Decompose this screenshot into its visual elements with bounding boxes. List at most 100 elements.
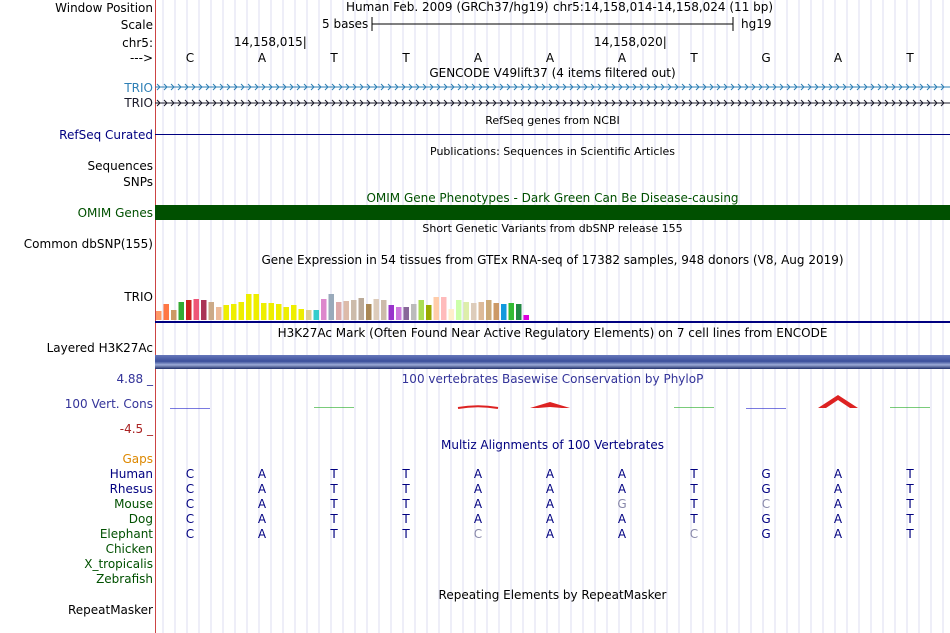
multiz-title[interactable]: Multiz Alignments of 100 Vertebrates bbox=[440, 438, 665, 452]
strand-chevron bbox=[541, 99, 546, 107]
strand-chevron bbox=[212, 83, 217, 91]
gencode-item-1-label[interactable]: TRIO bbox=[124, 81, 153, 95]
scale-text: 5 bases bbox=[322, 17, 369, 31]
strand-chevron bbox=[849, 99, 854, 107]
strand-chevron bbox=[674, 83, 679, 91]
strand-chevron bbox=[324, 99, 329, 107]
strand-chevron bbox=[751, 99, 756, 107]
refseq-label[interactable]: RefSeq Curated bbox=[59, 128, 153, 142]
omim-title[interactable]: OMIM Gene Phenotypes - Dark Green Can Be… bbox=[366, 191, 739, 205]
dbsnp-title[interactable]: Short Genetic Variants from dbSNP releas… bbox=[422, 222, 683, 235]
species-label[interactable]: Chicken bbox=[105, 542, 153, 556]
alignment-base: A bbox=[473, 467, 483, 481]
gencode-item-2-label[interactable]: TRIO bbox=[124, 96, 153, 110]
position-readout[interactable]: chr5:14,158,014-14,158,024 (11 bp) bbox=[553, 0, 774, 14]
species-label[interactable]: Zebrafish bbox=[96, 572, 153, 586]
strand-chevron bbox=[219, 99, 224, 107]
strand-chevron bbox=[520, 99, 525, 107]
repeatmasker-label[interactable]: RepeatMasker bbox=[67, 603, 153, 617]
alignment-base: A bbox=[545, 467, 555, 481]
strand-chevron bbox=[933, 99, 938, 107]
strand-chevron bbox=[366, 83, 371, 91]
sequence-base: T bbox=[906, 51, 914, 65]
scale-label: Scale bbox=[120, 18, 153, 32]
multiz-gaps-label[interactable]: Gaps bbox=[122, 452, 153, 466]
strand-chevron bbox=[611, 99, 616, 107]
publications-title[interactable]: Publications: Sequences in Scientific Ar… bbox=[430, 145, 675, 158]
h3k27ac-signal[interactable] bbox=[155, 355, 950, 369]
strand-chevron bbox=[590, 83, 595, 91]
strand-chevron bbox=[373, 83, 378, 91]
strand-chevron bbox=[569, 99, 574, 107]
strand-chevron bbox=[212, 99, 217, 107]
gtex-tissue-bar bbox=[493, 303, 499, 320]
gtex-tissue-bar bbox=[411, 304, 417, 320]
phylop-title[interactable]: 100 vertebrates Basewise Conservation by… bbox=[401, 372, 704, 386]
gtex-tissue-bar bbox=[403, 307, 409, 320]
omim-gene-bar[interactable] bbox=[155, 205, 950, 220]
phylop-label[interactable]: 100 Vert. Cons bbox=[64, 397, 153, 411]
alignment-base: T bbox=[330, 512, 338, 526]
species-label[interactable]: X_tropicalis bbox=[84, 557, 153, 571]
alignment-base: A bbox=[545, 512, 555, 526]
gtex-tissue-bar bbox=[268, 303, 274, 320]
strand-chevron bbox=[779, 83, 784, 91]
publications-sequences-label[interactable]: Sequences bbox=[87, 159, 153, 173]
gencode-transcript-2[interactable] bbox=[155, 97, 950, 109]
repeatmasker-title[interactable]: Repeating Elements by RepeatMasker bbox=[438, 588, 667, 602]
phylop-plot[interactable] bbox=[155, 386, 950, 426]
refseq-gene-line[interactable] bbox=[155, 134, 950, 135]
strand-chevron bbox=[506, 99, 511, 107]
strand-chevron bbox=[352, 99, 357, 107]
strand-chevron bbox=[625, 83, 630, 91]
strand-chevron bbox=[709, 83, 714, 91]
strand-chevron bbox=[653, 83, 658, 91]
gencode-transcript-1[interactable] bbox=[155, 81, 950, 93]
strand-chevron bbox=[618, 83, 623, 91]
alignment-base: T bbox=[402, 482, 410, 496]
gtex-tissue-bar bbox=[426, 305, 432, 320]
species-label[interactable]: Elephant bbox=[99, 527, 153, 541]
refseq-title[interactable]: RefSeq genes from NCBI bbox=[485, 114, 620, 127]
strand-chevron bbox=[667, 83, 672, 91]
strand-chevron bbox=[394, 99, 399, 107]
alignment-base: C bbox=[761, 497, 771, 511]
gtex-tissue-bar bbox=[246, 294, 252, 320]
h3k27ac-title[interactable]: H3K27Ac Mark (Often Found Near Active Re… bbox=[277, 326, 828, 340]
strand-chevron bbox=[842, 99, 847, 107]
assembly-name[interactable]: Human Feb. 2009 (GRCh37/hg19) bbox=[346, 0, 549, 14]
strand-chevron bbox=[870, 99, 875, 107]
species-label[interactable]: Mouse bbox=[114, 497, 153, 511]
h3k27ac-label[interactable]: Layered H3K27Ac bbox=[46, 341, 153, 355]
alignment-base: G bbox=[761, 482, 771, 496]
gencode-title[interactable]: GENCODE V49lift37 (4 items filtered out) bbox=[429, 66, 676, 80]
omim-label[interactable]: OMIM Genes bbox=[77, 206, 153, 220]
strand-chevron bbox=[408, 83, 413, 91]
gtex-label[interactable]: TRIO bbox=[124, 290, 153, 304]
gtex-tissue-bar bbox=[253, 294, 259, 320]
species-label[interactable]: Rhesus bbox=[109, 482, 153, 496]
gtex-title[interactable]: Gene Expression in 54 tissues from GTEx … bbox=[261, 253, 844, 267]
strand-chevron bbox=[331, 83, 336, 91]
alignment-base: C bbox=[185, 527, 195, 541]
strand-chevron bbox=[597, 83, 602, 91]
publications-snps-label[interactable]: SNPs bbox=[123, 175, 153, 189]
strand-chevron bbox=[856, 99, 861, 107]
species-label[interactable]: Human bbox=[109, 467, 153, 481]
strand-chevron bbox=[163, 99, 168, 107]
strand-chevron bbox=[226, 99, 231, 107]
strand-label: ---> bbox=[129, 51, 153, 65]
dbsnp-label[interactable]: Common dbSNP(155) bbox=[23, 237, 153, 251]
strand-chevron bbox=[205, 99, 210, 107]
strand-chevron bbox=[555, 99, 560, 107]
strand-chevron bbox=[198, 83, 203, 91]
strand-chevron bbox=[695, 99, 700, 107]
species-label[interactable]: Dog bbox=[128, 512, 153, 526]
gtex-tissue-bar bbox=[523, 315, 529, 320]
alignment-base: G bbox=[761, 512, 771, 526]
gtex-tissue-bar bbox=[508, 303, 514, 320]
sequence-base: A bbox=[545, 51, 555, 65]
gtex-tissue-bar bbox=[366, 304, 372, 320]
gtex-bar-chart[interactable] bbox=[155, 268, 950, 324]
strand-chevron bbox=[632, 99, 637, 107]
